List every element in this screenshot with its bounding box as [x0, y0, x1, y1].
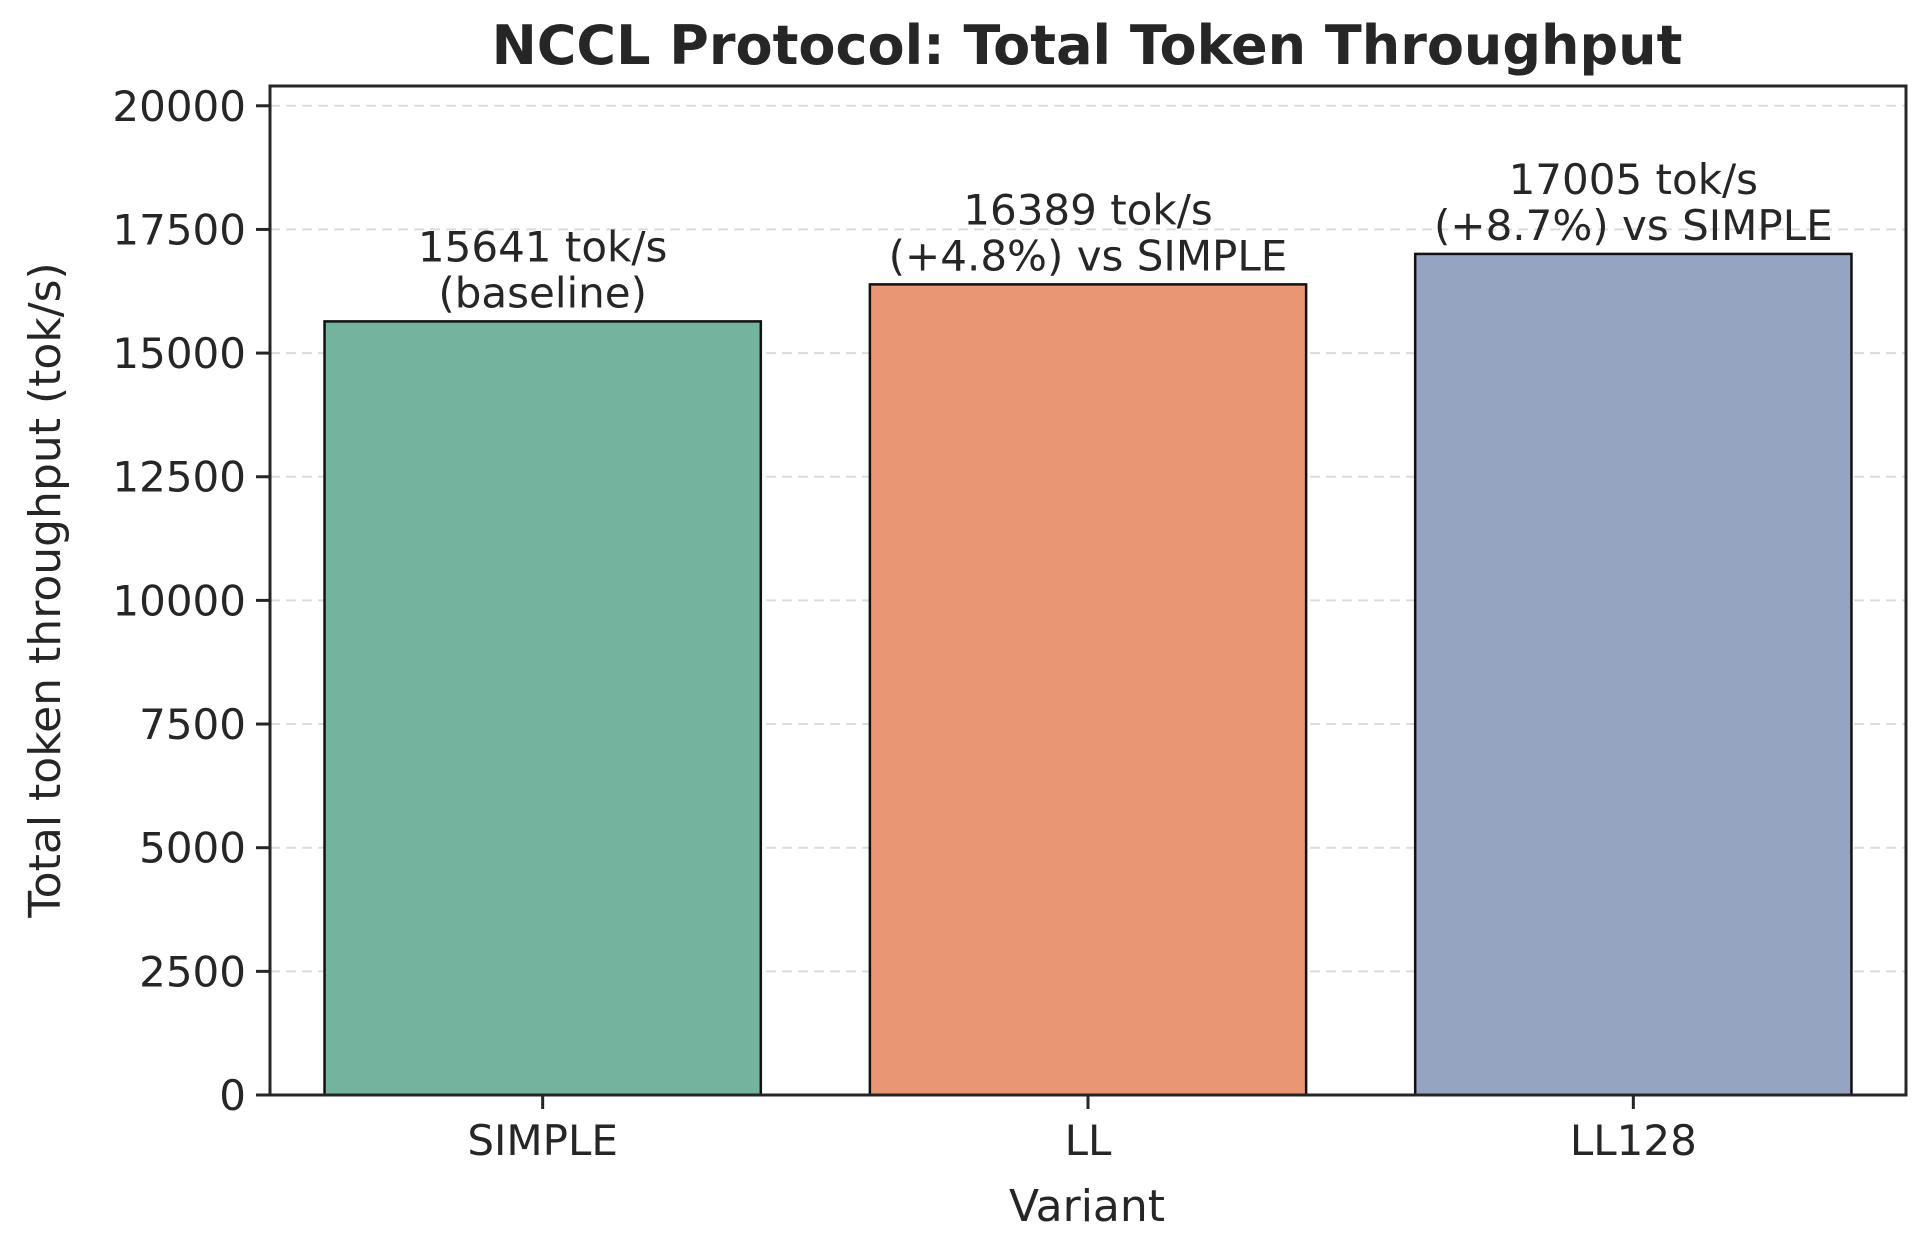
bar-labels: 15641 tok/s(baseline) 16389 tok/s(+4.8%) …: [418, 155, 1833, 317]
bar-value-label: 17005 tok/s: [1509, 155, 1758, 204]
x-axis: SIMPLE LL LL128: [467, 1095, 1697, 1165]
bar-ll128: [1413, 252, 1853, 1097]
bars: [323, 252, 1853, 1097]
y-tick-label: 15000: [112, 329, 246, 378]
y-tick-label: 12500: [112, 453, 246, 502]
y-tick-label: 20000: [112, 82, 246, 131]
bar-value-label: (+4.8%) vs SIMPLE: [889, 231, 1288, 280]
bar-value-label: (baseline): [438, 268, 647, 317]
bar-value-label: 15641 tok/s: [418, 222, 667, 271]
chart-title: NCCL Protocol: Total Token Throughput: [492, 14, 1683, 77]
x-tick-label: LL: [1065, 1116, 1112, 1165]
y-tick-label: 17500: [112, 205, 246, 254]
y-tick-label: 2500: [139, 947, 246, 996]
y-axis: 0 2500 5000 7500 10000 12500 15000 17500 20000: [112, 82, 270, 1120]
y-tick-label: 7500: [139, 700, 246, 749]
bar-ll: [868, 283, 1308, 1097]
x-tick-label: SIMPLE: [467, 1116, 618, 1165]
x-tick-label: LL128: [1570, 1116, 1697, 1165]
bar-value-label: 16389 tok/s: [963, 185, 1212, 234]
y-tick-label: 0: [219, 1071, 246, 1120]
bar-simple: [323, 320, 763, 1097]
bar-value-label: (+8.7%) vs SIMPLE: [1434, 201, 1833, 250]
y-axis-label: Total token throughput (tok/s): [20, 262, 71, 918]
x-axis-label: Variant: [1009, 1181, 1165, 1232]
y-tick-label: 5000: [139, 824, 246, 873]
y-tick-label: 10000: [112, 576, 246, 625]
